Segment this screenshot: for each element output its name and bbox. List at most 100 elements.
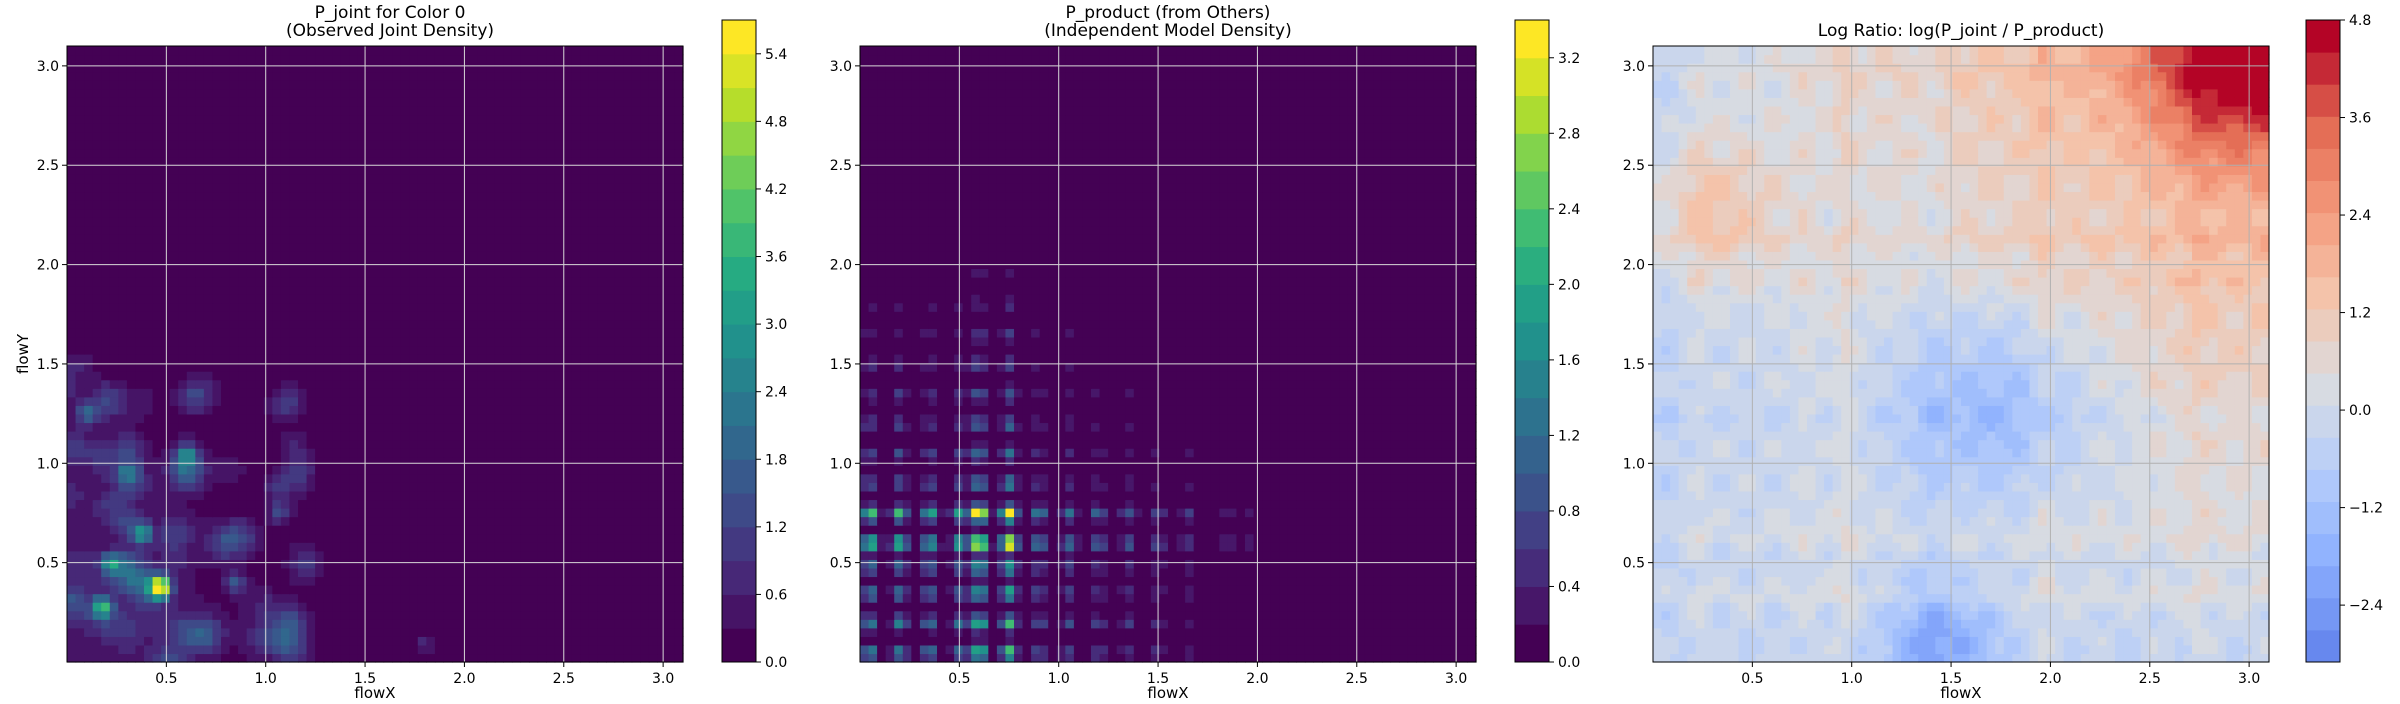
panel-log-ratio-title: Log Ratio: log(P_joint / P_product): [1818, 21, 2104, 41]
joint-colorbar: [722, 20, 756, 663]
colorbar-level: [2306, 52, 2340, 85]
colorbar-level: [722, 527, 756, 561]
colorbar-level: [722, 425, 756, 459]
colorbar-level: [1515, 58, 1549, 96]
colorbar-level: [722, 561, 756, 595]
x-tick-label: 0.5: [948, 671, 970, 687]
x-tick-label: 3.0: [1445, 671, 1467, 687]
colorbar-level: [722, 628, 756, 662]
x-tick-label: 1.0: [255, 671, 277, 687]
colorbar-level: [2306, 213, 2340, 246]
colorbar-tick-label: 4.8: [2349, 13, 2371, 29]
colorbar-level: [2306, 534, 2340, 567]
colorbar-level: [2306, 84, 2340, 117]
y-tick-label: 1.0: [830, 456, 852, 472]
joint-y-axis-label: flowY: [14, 333, 32, 374]
colorbar-level: [2306, 405, 2340, 438]
y-tick-label: 1.5: [1623, 357, 1645, 373]
colorbar-level: [1515, 624, 1549, 662]
colorbar-level: [722, 392, 756, 426]
colorbar-tick-label: 2.4: [765, 385, 787, 401]
product-y-ticks: 0.51.01.52.02.53.0: [830, 59, 860, 572]
colorbar-tick-label: 0.0: [2349, 403, 2371, 419]
y-tick-label: 2.5: [830, 158, 852, 174]
joint-density-plot: [67, 46, 684, 663]
x-tick-label: 3.0: [2238, 671, 2260, 687]
colorbar-level: [722, 324, 756, 358]
log-ratio-y-ticks: 0.51.01.52.02.53.0: [1623, 59, 1653, 572]
colorbar-tick-label: 3.0: [765, 317, 787, 333]
colorbar-tick-label: 0.0: [765, 655, 787, 671]
colorbar-tick-label: −1.2: [2349, 501, 2383, 517]
colorbar-level: [722, 594, 756, 628]
x-tick-label: 1.0: [1841, 671, 1863, 687]
y-tick-label: 2.0: [1623, 258, 1645, 274]
colorbar-tick-label: 2.4: [1558, 202, 1580, 218]
colorbar-level: [2306, 630, 2340, 663]
colorbar-level: [722, 358, 756, 392]
colorbar-tick-label: 3.6: [765, 250, 787, 266]
colorbar-level: [2306, 148, 2340, 181]
colorbar-level: [1515, 209, 1549, 247]
colorbar-level: [722, 189, 756, 223]
colorbar-level: [2306, 566, 2340, 599]
colorbar-level: [2306, 469, 2340, 502]
y-tick-label: 1.0: [37, 456, 59, 472]
colorbar-tick-label: 0.6: [765, 587, 787, 603]
colorbar-level: [2306, 181, 2340, 214]
colorbar-level: [2306, 502, 2340, 535]
x-tick-label: 2.5: [1346, 671, 1368, 687]
product-colorbar-ticks: 0.00.40.81.21.62.02.42.83.2: [1549, 51, 1580, 671]
colorbar-level: [722, 20, 756, 54]
colorbar-tick-label: 1.8: [765, 452, 787, 468]
x-tick-label: 2.0: [1246, 671, 1268, 687]
colorbar-tick-label: 1.2: [1558, 428, 1580, 444]
product-x-axis-label: flowX: [1147, 684, 1188, 700]
y-tick-label: 1.5: [37, 357, 59, 373]
y-tick-label: 3.0: [37, 59, 59, 75]
joint-y-ticks: 0.51.01.52.02.53.0: [37, 59, 67, 572]
colorbar-level: [1515, 284, 1549, 322]
colorbar-level: [722, 223, 756, 257]
x-tick-label: 2.5: [2139, 671, 2161, 687]
colorbar-level: [1515, 171, 1549, 209]
colorbar-level: [722, 54, 756, 88]
colorbar-level: [1515, 322, 1549, 360]
colorbar-level: [1515, 473, 1549, 511]
colorbar-level: [1515, 360, 1549, 398]
colorbar-tick-label: 1.6: [1558, 353, 1580, 369]
colorbar-tick-label: 0.0: [1558, 655, 1580, 671]
colorbar-level: [722, 290, 756, 324]
x-tick-label: 2.0: [2039, 671, 2061, 687]
panel-product-title-line1: P_product (from Others): [1066, 3, 1271, 23]
colorbar-tick-label: 2.0: [1558, 277, 1580, 293]
colorbar-level: [1515, 435, 1549, 473]
colorbar-level: [1515, 20, 1549, 58]
colorbar-tick-label: 0.8: [1558, 504, 1580, 520]
y-tick-label: 2.0: [37, 258, 59, 274]
x-tick-label: 3.0: [652, 671, 674, 687]
y-tick-label: 2.5: [1623, 158, 1645, 174]
colorbar-level: [722, 155, 756, 189]
colorbar-tick-label: 5.4: [765, 47, 787, 63]
x-tick-label: 1.0: [1048, 671, 1070, 687]
colorbar-level: [1515, 247, 1549, 285]
colorbar-level: [2306, 341, 2340, 374]
colorbar-level: [1515, 133, 1549, 171]
x-tick-label: 0.5: [155, 671, 177, 687]
colorbar-tick-label: 1.2: [2349, 306, 2371, 322]
y-tick-label: 0.5: [830, 556, 852, 572]
colorbar-level: [1515, 511, 1549, 549]
panel-joint-title-line1: P_joint for Color 0: [315, 3, 466, 23]
colorbar-level: [722, 257, 756, 291]
y-tick-label: 0.5: [37, 556, 59, 572]
colorbar-tick-label: 4.8: [765, 114, 787, 130]
y-tick-label: 1.0: [1623, 456, 1645, 472]
colorbar-tick-label: 3.2: [1558, 51, 1580, 67]
colorbar-level: [2306, 116, 2340, 149]
colorbar-level: [1515, 96, 1549, 134]
colorbar-level: [2306, 245, 2340, 278]
